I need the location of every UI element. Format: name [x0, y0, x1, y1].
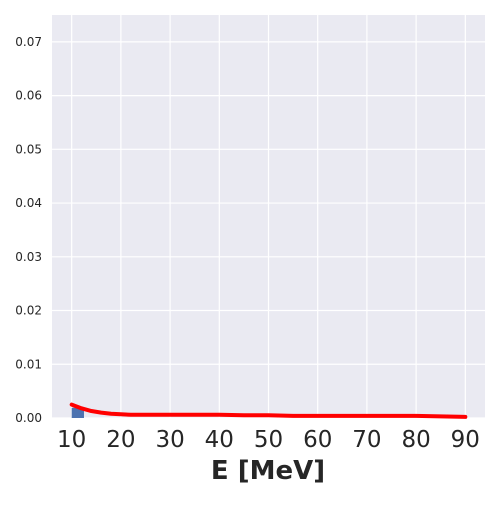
x-tick-label: 10	[57, 427, 86, 453]
curve-layer	[69, 402, 468, 419]
x-tick-label: 50	[254, 427, 283, 453]
y-tick-label: 0.05	[15, 142, 42, 156]
y-tick-label: 0.06	[15, 89, 42, 103]
y-tick-labels: 0.00 0.01 0.02 0.03 0.04 0.05 0.06 0.07	[15, 35, 42, 425]
y-tick-label: 0.03	[15, 250, 42, 264]
x-tick-label: 70	[352, 427, 381, 453]
y-tick-label: 0.04	[15, 196, 42, 210]
x-axis-label: E [MeV]	[211, 456, 325, 486]
x-tick-label: 60	[303, 427, 332, 453]
x-tick-label: 80	[401, 427, 430, 453]
y-tick-label: 0.07	[15, 35, 42, 49]
y-tick-label: 0.02	[15, 304, 42, 318]
histogram-layer	[71, 407, 84, 418]
y-tick-label: 0.00	[15, 411, 42, 425]
series-line	[69, 402, 468, 419]
x-tick-labels: 10 20 30 40 50 60 70 80 90	[57, 427, 480, 453]
x-tick-label: 20	[106, 427, 135, 453]
x-tick-label: 90	[451, 427, 480, 453]
histogram-bar	[71, 407, 84, 418]
y-tick-label: 0.01	[15, 357, 42, 371]
grid-layer	[52, 15, 485, 419]
x-tick-label: 30	[155, 427, 184, 453]
x-tick-label: 40	[205, 427, 234, 453]
